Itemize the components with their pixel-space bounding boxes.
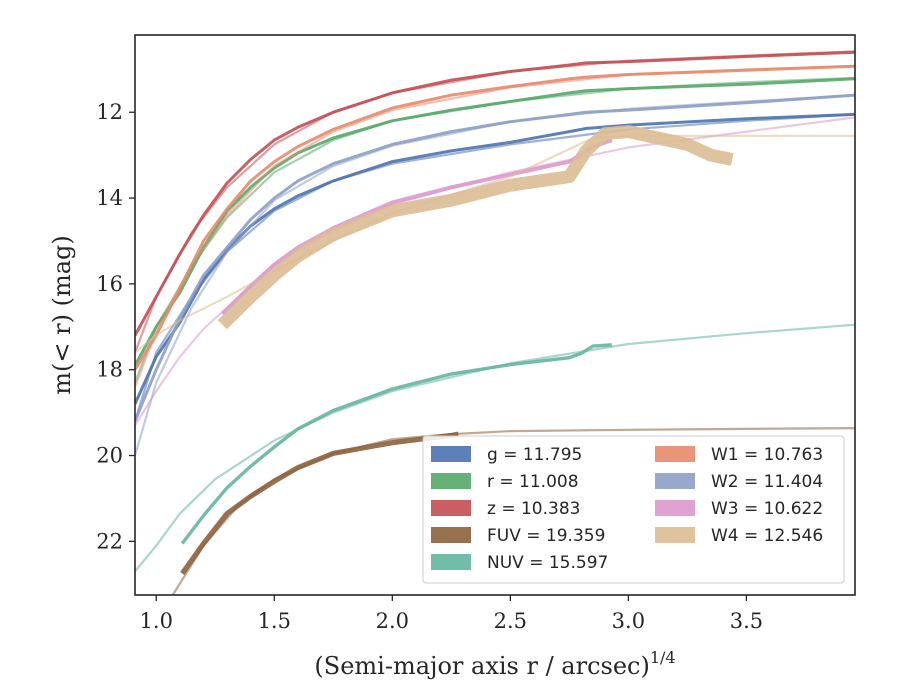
x-tick-label: 3.0 <box>612 609 645 633</box>
legend-item-fuv: FUV = 19.359 <box>431 526 605 546</box>
y-tick-label: 20 <box>96 444 123 468</box>
series-layer <box>135 50 855 595</box>
series-g-profile <box>135 112 855 405</box>
legend-item-w1: W1 = 10.763 <box>655 445 823 465</box>
y-tick-label: 22 <box>96 529 123 553</box>
legend-label: z = 10.383 <box>487 499 580 519</box>
legend-swatch <box>431 554 471 570</box>
series-nuv-profile <box>180 343 613 545</box>
y-tick-label: 16 <box>96 272 123 296</box>
x-axis-label: (Semi-major axis r / arcsec)1/4 <box>314 648 675 680</box>
legend-label: NUV = 15.597 <box>487 553 608 573</box>
legend-label: g = 11.795 <box>487 445 582 465</box>
series-fuv-profile <box>180 431 459 575</box>
series-z-profile <box>135 50 855 337</box>
legend-swatch <box>655 527 695 543</box>
legend-swatch <box>655 446 695 462</box>
legend-label: W3 = 10.622 <box>711 499 823 519</box>
x-tick-label: 1.0 <box>140 609 173 633</box>
legend-label: W1 = 10.763 <box>711 445 823 465</box>
legend: g = 11.795 r = 11.008 z = 10.383 FUV = 19.3… <box>422 435 845 584</box>
y-tick-label: 14 <box>96 186 123 210</box>
y-tick-label: 18 <box>96 358 123 382</box>
legend-swatch <box>431 446 471 462</box>
legend-item-g: g = 11.795 <box>431 445 582 465</box>
legend-label: W4 = 12.546 <box>711 526 823 546</box>
plot-frame <box>134 34 856 596</box>
legend-label: FUV = 19.359 <box>487 526 605 546</box>
series-nuv-model-line <box>135 323 855 573</box>
y-axis-label: m(< r) (mag) <box>48 235 76 394</box>
legend-item-w4: W4 = 12.546 <box>655 526 823 546</box>
legend-item-w3: W3 = 10.622 <box>655 499 823 519</box>
series-w1-profile <box>135 64 855 371</box>
x-tick-label: 1.5 <box>258 609 291 633</box>
legend-swatch <box>431 500 471 516</box>
x-tick-label: 3.5 <box>730 609 763 633</box>
legend-swatch <box>655 473 695 489</box>
axis-layer: 1.0 1.5 2.0 2.5 3.0 3.5 12 14 16 18 20 22 <box>96 100 763 633</box>
legend-item-w2: W2 = 11.404 <box>655 472 823 492</box>
x-tick-label: 2.0 <box>376 609 409 633</box>
legend-frame <box>422 435 845 584</box>
legend-item-z: z = 10.383 <box>431 499 580 519</box>
legend-swatch <box>431 473 471 489</box>
series-w2-profile <box>135 93 855 422</box>
legend-item-r: r = 11.008 <box>431 472 579 492</box>
legend-swatch <box>655 500 695 516</box>
legend-label: r = 11.008 <box>487 472 579 492</box>
legend-label: W2 = 11.404 <box>711 472 823 492</box>
legend-item-nuv: NUV = 15.597 <box>431 553 608 573</box>
series-fuv-model-line <box>171 427 855 595</box>
series-w4-profile <box>217 125 734 330</box>
legend-swatch <box>431 527 471 543</box>
x-tick-label: 2.5 <box>494 609 527 633</box>
y-tick-label: 12 <box>96 100 123 124</box>
series-r-profile <box>135 77 855 367</box>
